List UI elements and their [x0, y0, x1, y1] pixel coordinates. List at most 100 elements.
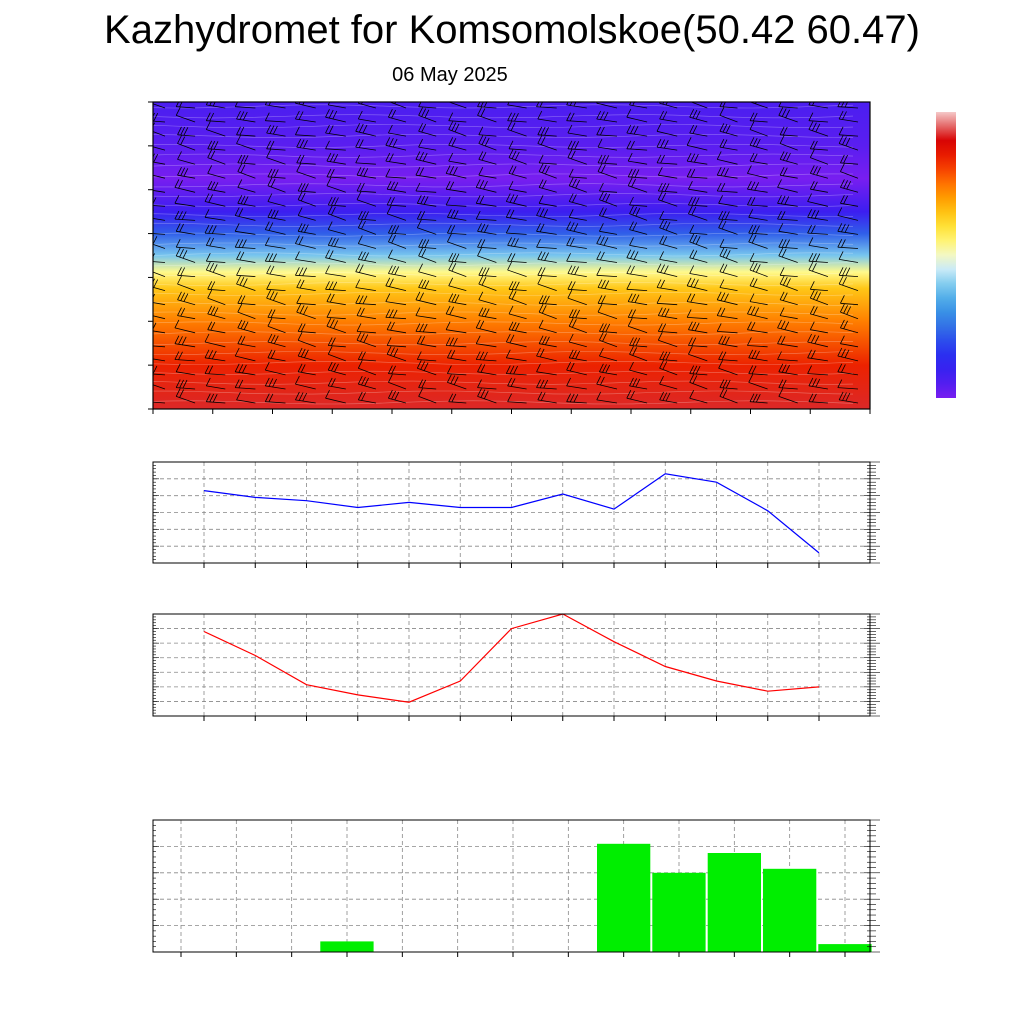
wind-barb-shaft — [566, 260, 587, 263]
wind-barb-shaft — [837, 246, 859, 249]
wind-barb-flag — [718, 210, 723, 220]
wind-barb-shaft — [566, 385, 587, 390]
wind-barb-flag — [686, 152, 692, 162]
wind-barb-flag — [394, 225, 400, 234]
wind-barb-shaft — [177, 143, 196, 151]
wind-barb-flag — [478, 291, 484, 300]
wind-barb-flag — [508, 149, 514, 158]
wind-barb-shaft — [717, 331, 738, 334]
wind-barb-shaft — [719, 106, 738, 109]
wind-barb-shaft — [235, 355, 256, 362]
wind-barb-flag — [720, 308, 726, 317]
wind-barb-flag — [475, 210, 481, 220]
wind-barb-flag — [147, 253, 151, 261]
wind-barb-shaft — [448, 129, 467, 137]
wind-barb-shaft — [718, 218, 738, 221]
wind-barb-shaft — [176, 230, 196, 235]
wind-barb-flag — [390, 322, 395, 331]
wind-barb-shaft — [476, 327, 497, 334]
wind-barb-flag — [754, 307, 760, 316]
wind-barb-flag — [272, 253, 277, 262]
wind-barb-shaft — [476, 187, 497, 193]
wind-barb-flag — [845, 392, 851, 402]
wind-barb-flag — [296, 295, 302, 304]
wind-barb-flag — [782, 126, 788, 136]
wind-barb-flag — [391, 390, 396, 400]
wind-barb-flag — [841, 102, 845, 108]
wind-barb-flag — [418, 239, 423, 248]
wind-barb-shaft — [235, 230, 256, 235]
wind-barb-shaft — [237, 343, 256, 348]
wind-barb-shaft — [418, 287, 437, 291]
wind-barb-flag — [357, 360, 363, 369]
wind-barb-flag — [451, 393, 457, 403]
wind-barb-flag — [357, 110, 363, 120]
wind-barb-shaft — [328, 369, 346, 376]
wind-barb-shaft — [204, 341, 226, 348]
wind-barb-flag — [569, 362, 575, 372]
wind-barb-flag — [601, 154, 606, 164]
wind-barb-shaft — [448, 144, 467, 151]
wind-barb-flag — [689, 365, 695, 374]
wind-barb-shaft — [176, 396, 196, 404]
wind-barb-flag — [716, 151, 722, 160]
wind-barb-flag — [844, 349, 850, 358]
wind-barb-flag — [752, 153, 758, 162]
wind-barb-flag — [421, 239, 427, 248]
wind-barb-shaft — [388, 116, 407, 123]
wind-barb-shaft — [386, 213, 407, 221]
wind-barb-flag — [273, 292, 278, 301]
wind-barb-shaft — [358, 227, 377, 235]
wind-barb-flag — [183, 127, 189, 136]
wind-barb-flag — [418, 279, 423, 288]
wind-barb-flag — [600, 236, 605, 245]
wind-barb-flag — [179, 223, 184, 233]
wind-barb-flag — [777, 195, 782, 204]
wind-barb-shaft — [236, 118, 256, 123]
wind-barb-shaft — [810, 288, 828, 291]
wind-barb-flag — [725, 250, 731, 259]
wind-barb-shaft — [597, 287, 618, 291]
wind-barb-flag — [662, 361, 668, 370]
wind-barb-shaft — [388, 373, 407, 376]
wind-barb-shaft — [477, 371, 497, 376]
wind-barb-flag — [719, 239, 725, 248]
wind-barb-flag — [838, 275, 844, 285]
wind-barb-flag — [234, 379, 240, 388]
wind-barb-flag — [267, 318, 273, 327]
wind-barb-flag — [153, 253, 155, 258]
wind-barb-flag — [747, 196, 752, 206]
wind-barb-shaft — [507, 129, 527, 137]
wind-barb-flag — [242, 239, 247, 248]
wind-barb-flag — [778, 363, 784, 372]
wind-barb-flag — [297, 223, 303, 232]
wind-barb-flag — [601, 295, 606, 304]
wind-barb-shaft — [626, 397, 648, 404]
wind-barb-flag — [273, 210, 279, 219]
wind-barb-flag — [507, 261, 512, 271]
wind-barb-shaft — [328, 385, 346, 390]
wind-barb-flag — [267, 177, 273, 186]
wind-barb-shaft — [266, 132, 286, 137]
wind-barb-flag — [234, 239, 240, 248]
contour-line — [153, 380, 854, 385]
wind-barb-flag — [364, 211, 369, 220]
wind-barb-flag — [415, 323, 421, 332]
wind-barb-flag — [596, 126, 602, 135]
wind-barb-shaft — [236, 274, 256, 277]
wind-barb-shaft — [174, 218, 196, 221]
wind-barb-flag — [267, 349, 273, 358]
wind-barb-shaft — [295, 399, 316, 404]
wind-barb-flag — [597, 138, 603, 148]
wind-barb-flag — [145, 165, 149, 173]
wind-barb-flag — [541, 305, 547, 314]
wind-barb-flag — [302, 267, 308, 276]
wind-barb-shaft — [659, 383, 678, 390]
wind-barb-shaft — [235, 387, 256, 390]
wind-barb-shaft — [840, 187, 859, 193]
wind-barb-shaft — [688, 329, 708, 334]
wind-barb-flag — [148, 338, 152, 346]
wind-barb-shaft — [448, 401, 467, 404]
wind-barb-shaft — [447, 357, 467, 362]
wind-barb-flag — [777, 319, 782, 329]
